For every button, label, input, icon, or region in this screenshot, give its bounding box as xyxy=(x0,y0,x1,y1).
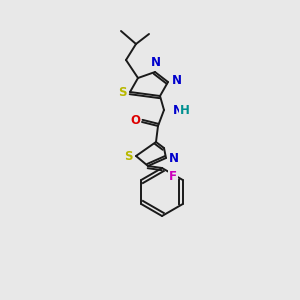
Text: N: N xyxy=(172,74,182,86)
Text: H: H xyxy=(180,104,190,118)
Text: S: S xyxy=(124,149,132,163)
Text: N: N xyxy=(169,152,179,164)
Text: S: S xyxy=(118,85,126,98)
Text: N: N xyxy=(173,104,183,118)
Text: O: O xyxy=(130,115,140,128)
Text: N: N xyxy=(151,56,161,70)
Text: F: F xyxy=(169,169,177,182)
